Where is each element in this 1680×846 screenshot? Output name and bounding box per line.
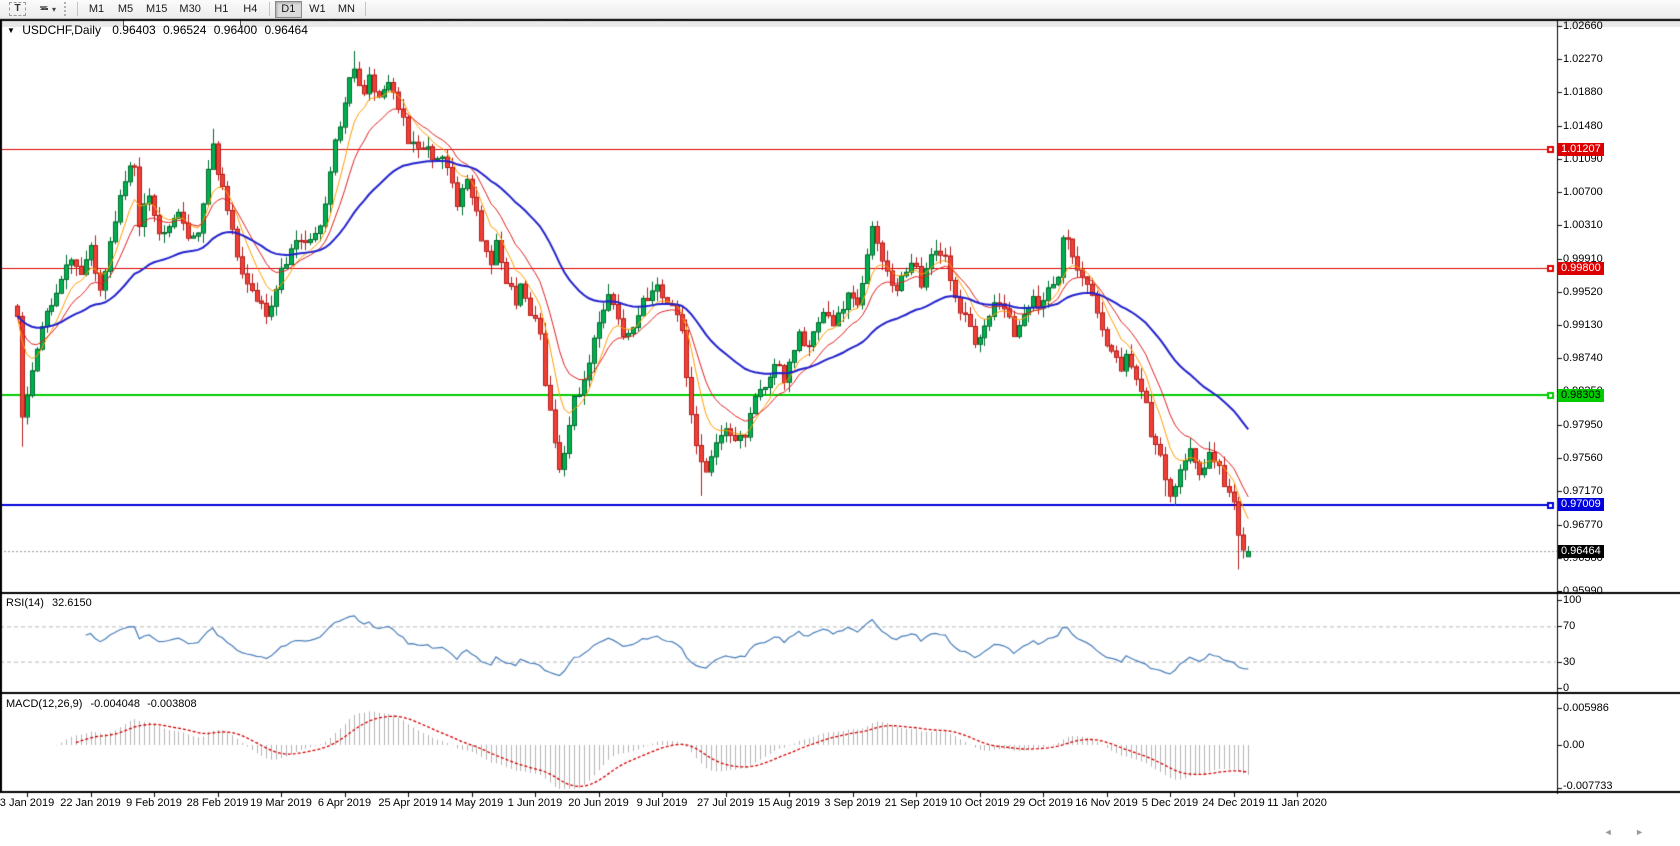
date-label: 11 Jan 2020	[1267, 797, 1327, 809]
symbol-dropdown-icon: ▼	[7, 26, 15, 35]
timeframe-button-m30[interactable]: M30	[174, 1, 205, 18]
rsi-value: 32.6150	[51, 597, 92, 609]
macd-level-label: 0.00	[1563, 739, 1585, 751]
price-tick-label: 0.97170	[1563, 485, 1603, 498]
macd-main-value: -0.004048	[90, 698, 141, 710]
timeframe-button-h4[interactable]: H4	[237, 1, 264, 18]
symbol-label: USDCHF,Daily	[22, 23, 101, 37]
date-label: 1 Jun 2019	[507, 797, 563, 809]
date-label: 5 Dec 2019	[1141, 797, 1199, 809]
ohlc-close: 0.96464	[264, 23, 308, 37]
date-label: 29 Oct 2019	[1013, 797, 1073, 809]
date-label: 24 Dec 2019	[1202, 797, 1265, 809]
date-label: 14 May 2019	[439, 797, 504, 809]
macd-label: MACD(12,26,9) -0.004048 -0.003808	[6, 698, 197, 710]
price-tick-label: 0.99520	[1563, 286, 1603, 299]
timeframe-button-d1[interactable]: D1	[274, 0, 302, 18]
macd-signal-value: -0.003808	[147, 698, 197, 710]
ohlc-high: 0.96524	[163, 23, 207, 37]
date-label: 27 Jul 2019	[697, 797, 754, 809]
date-label: 19 Mar 2019	[250, 797, 312, 809]
timeframe-button-mn[interactable]: MN	[333, 1, 360, 18]
chevron-down-icon: ▾	[52, 4, 57, 14]
rsi-name: RSI(14)	[6, 597, 44, 609]
price-tick-label: 1.02270	[1563, 53, 1603, 66]
macd-level-label: -0.007733	[1563, 780, 1613, 792]
rsi-label: RSI(14) 32.6150	[6, 597, 92, 609]
text-tool-icon: T	[9, 2, 26, 16]
ohlc-open: 0.96403	[112, 23, 156, 37]
toolbar-separator	[268, 2, 270, 16]
timeframe-button-h1[interactable]: H1	[208, 1, 235, 18]
date-label: 9 Jul 2019	[636, 797, 688, 809]
date-label: 3 Jan 2019	[0, 797, 55, 809]
date-label: 10 Oct 2019	[949, 797, 1010, 809]
toolbar: T ▾ M1 M5 M15 M30 H1 H4 D1 W1 MN	[0, 0, 1680, 19]
timeframe-button-w1[interactable]: W1	[304, 1, 331, 18]
date-label: 21 Sep 2019	[884, 797, 948, 809]
date-label: 28 Feb 2019	[186, 797, 249, 809]
timeframe-button-m15[interactable]: M15	[141, 1, 172, 18]
price-tick-label: 0.98740	[1563, 352, 1603, 365]
timeframe-button-m1[interactable]: M1	[83, 1, 110, 18]
date-label: 3 Sep 2019	[824, 797, 881, 809]
price-tick-label: 0.97560	[1563, 452, 1603, 465]
date-label: 16 Nov 2019	[1075, 797, 1138, 809]
hline-price-label: 0.98303	[1558, 388, 1604, 402]
price-tick-label: 1.00310	[1563, 219, 1603, 232]
tab-scroll-right-icon[interactable]: ►	[1635, 827, 1654, 837]
price-tick-label: 0.96770	[1563, 519, 1603, 532]
chart-title: ▼ USDCHF,Daily 0.96403 0.96524 0.96400 0…	[7, 23, 308, 37]
date-label: 6 Apr 2019	[317, 797, 372, 809]
price-tick-label: 0.97950	[1563, 419, 1603, 432]
price-tick-label: 1.02660	[1563, 20, 1603, 32]
price-tick-label: 1.00700	[1563, 186, 1603, 199]
macd-name: MACD(12,26,9)	[6, 698, 83, 710]
rsi-level-label: 30	[1563, 655, 1576, 668]
ohlc-low: 0.96400	[213, 23, 258, 37]
price-tick-label: 0.99130	[1563, 319, 1603, 332]
toolbar-separator	[77, 2, 79, 16]
date-label: 25 Apr 2019	[378, 797, 438, 809]
tab-scroll-arrows: ◄ ►	[1604, 827, 1654, 837]
hline-price-label: 0.99800	[1558, 261, 1604, 275]
hline-price-label: 1.01207	[1558, 142, 1604, 156]
rsi-level-label: 0	[1563, 682, 1570, 694]
date-label: 20 Jun 2019	[568, 797, 629, 809]
date-label: 9 Feb 2019	[126, 797, 182, 809]
price-tick-label: 0.95990	[1563, 585, 1603, 598]
current-price-label: 0.96464	[1558, 544, 1604, 558]
tab-scroll-left-icon[interactable]: ◄	[1603, 827, 1623, 837]
timeframe-buttons: M1 M5 M15 M30 H1 H4 D1 W1 MN	[82, 0, 361, 18]
macd-level-label: 0.005986	[1563, 701, 1609, 714]
price-tick-label: 1.01880	[1563, 86, 1603, 99]
price-tick-label: 1.01090	[1563, 153, 1603, 166]
toolbar-grip	[64, 2, 69, 16]
date-label: 22 Jan 2019	[60, 797, 121, 809]
date-label: 15 Aug 2019	[758, 797, 820, 809]
rsi-level-label: 70	[1563, 620, 1576, 633]
hline-price-label: 0.97009	[1558, 498, 1604, 512]
timeframe-button-m5[interactable]: M5	[112, 1, 139, 18]
text-label-tool-button[interactable]: T	[4, 1, 31, 18]
price-tick-label: 1.01480	[1563, 120, 1603, 132]
rsi-level-label: 100	[1563, 594, 1582, 606]
toolbar-separator	[364, 2, 366, 16]
cycle-arrows-icon	[38, 2, 50, 17]
timeframe-cycle-button[interactable]: ▾	[33, 1, 61, 18]
